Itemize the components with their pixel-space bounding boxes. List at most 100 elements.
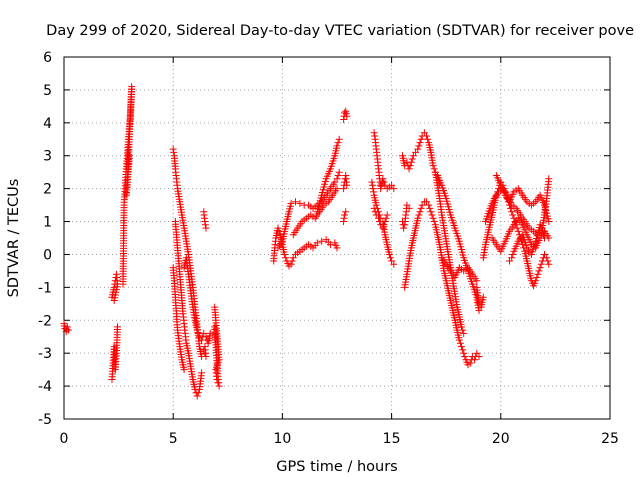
data-point [318, 237, 326, 245]
data-point [379, 224, 387, 232]
data-point [408, 155, 416, 163]
data-point [426, 204, 434, 212]
y-tick-label: -3 [38, 346, 52, 362]
data-point [64, 326, 72, 334]
data-point [544, 257, 552, 265]
data-point [206, 329, 214, 337]
data-point [460, 329, 468, 337]
data-point [343, 181, 351, 189]
y-tick-label: 6 [43, 50, 52, 66]
data-point [479, 293, 487, 301]
data-point [416, 139, 424, 147]
data-point [371, 208, 379, 216]
y-tick-label: -2 [38, 313, 52, 329]
data-point [110, 297, 118, 304]
data-point [343, 112, 351, 120]
data-point [406, 162, 414, 170]
data-point [400, 224, 408, 232]
data-point [287, 260, 295, 268]
data-point [405, 204, 413, 212]
data-point [541, 234, 548, 242]
data-point [342, 208, 350, 216]
y-axis-label: SDTVAR / TECUs [6, 179, 22, 298]
data-point [405, 165, 413, 173]
data-point [417, 204, 425, 212]
data-point [535, 267, 543, 275]
y-tick-label: 3 [43, 149, 52, 165]
data-point [287, 199, 295, 207]
data-point [415, 211, 423, 219]
x-tick-label: 25 [601, 431, 619, 447]
data-point [212, 336, 220, 344]
data-point [458, 343, 465, 351]
data-point [193, 392, 201, 400]
data-point [513, 224, 521, 232]
data-point [425, 201, 433, 209]
data-point [424, 135, 432, 143]
data-point [385, 251, 393, 258]
data-point [292, 198, 299, 206]
x-tick-label: 20 [492, 431, 510, 447]
data-point [333, 185, 341, 193]
data-point [333, 244, 341, 252]
data-point [63, 323, 71, 331]
data-point [281, 251, 289, 258]
data-point [202, 224, 210, 232]
data-point [423, 132, 430, 140]
ticks-layer: 0 5 10 15 20 25 -5 -4 -3 -2 -1 0 1 2 3 4 5 6 [38, 50, 619, 447]
data-point [387, 254, 394, 262]
data-point [369, 185, 377, 193]
data-point [508, 208, 516, 216]
data-point [296, 199, 304, 207]
data-point [193, 326, 201, 334]
data-point [381, 218, 389, 225]
data-point [368, 178, 376, 186]
data-point [375, 214, 382, 222]
data-point [334, 139, 342, 147]
data-point [407, 158, 415, 166]
data-point [201, 343, 209, 351]
data-point [429, 214, 437, 222]
data-point [194, 389, 202, 397]
data-point [514, 227, 522, 235]
data-point [201, 221, 209, 229]
data-point [379, 175, 387, 183]
data-point [459, 326, 467, 334]
data-point [427, 208, 435, 216]
data-point [390, 185, 398, 193]
data-point [456, 339, 464, 347]
data-point [509, 251, 517, 258]
y-tick-label: -4 [38, 379, 52, 395]
y-tick-label: -5 [38, 412, 52, 428]
y-tick-label: -1 [38, 280, 52, 296]
data-point [114, 323, 121, 331]
x-axis-label: GPS time / hours [276, 459, 397, 475]
y-tick-label: 5 [43, 83, 52, 99]
data-point [370, 129, 378, 137]
data-point [532, 277, 540, 285]
data-point [380, 178, 388, 186]
data-point [545, 175, 553, 183]
data-point [461, 353, 469, 360]
data-point [170, 148, 178, 156]
data-point [380, 221, 388, 229]
data-point [543, 254, 551, 262]
data-point [428, 211, 436, 219]
plot-frame [63, 56, 611, 420]
data-point [509, 211, 517, 219]
data-point [417, 135, 425, 143]
x-tick-label: 15 [383, 431, 401, 447]
data-point [537, 260, 545, 268]
data-point [508, 254, 516, 262]
data-point [341, 211, 349, 219]
data-point [198, 369, 206, 377]
data-point [288, 257, 296, 265]
data-point [459, 346, 467, 354]
data-point [370, 204, 378, 212]
data-point [545, 218, 553, 225]
data-point [335, 135, 343, 143]
data-point [390, 260, 398, 268]
data-point [126, 152, 133, 160]
data-point [326, 241, 334, 249]
